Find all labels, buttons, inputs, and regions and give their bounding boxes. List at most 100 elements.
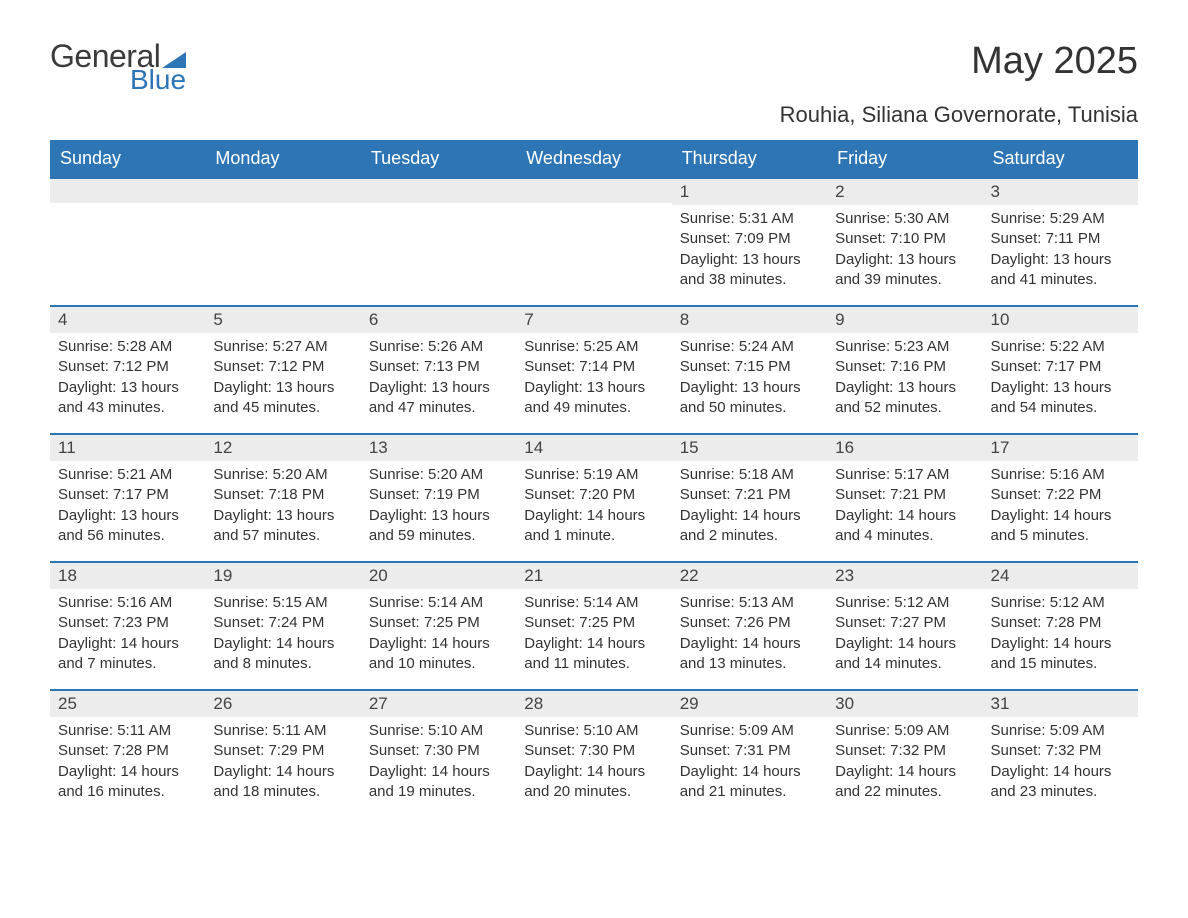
day-number: 14 <box>516 433 671 461</box>
day-details: Sunrise: 5:16 AMSunset: 7:23 PMDaylight:… <box>50 589 205 682</box>
calendar-day: 21Sunrise: 5:14 AMSunset: 7:25 PMDayligh… <box>516 561 671 689</box>
sunset-line: Sunset: 7:32 PM <box>835 741 974 761</box>
day-number: 21 <box>516 561 671 589</box>
sunset-line: Sunset: 7:14 PM <box>524 357 663 377</box>
calendar-table: SundayMondayTuesdayWednesdayThursdayFrid… <box>50 140 1138 817</box>
sunrise-line: Sunrise: 5:15 AM <box>213 593 352 613</box>
calendar-day: 14Sunrise: 5:19 AMSunset: 7:20 PMDayligh… <box>516 433 671 561</box>
day-number: 4 <box>50 305 205 333</box>
daylight-line: Daylight: 14 hours and 8 minutes. <box>213 634 352 675</box>
day-details: Sunrise: 5:10 AMSunset: 7:30 PMDaylight:… <box>361 717 516 810</box>
daylight-line: Daylight: 14 hours and 14 minutes. <box>835 634 974 675</box>
day-number: 24 <box>983 561 1138 589</box>
daylight-line: Daylight: 14 hours and 10 minutes. <box>369 634 508 675</box>
sunrise-line: Sunrise: 5:29 AM <box>991 209 1130 229</box>
weekday-header: Saturday <box>983 140 1138 177</box>
logo-blue-text: Blue <box>130 66 186 94</box>
sunrise-line: Sunrise: 5:21 AM <box>58 465 197 485</box>
sunrise-line: Sunrise: 5:12 AM <box>991 593 1130 613</box>
day-number: 17 <box>983 433 1138 461</box>
sunset-line: Sunset: 7:32 PM <box>991 741 1130 761</box>
day-number: 29 <box>672 689 827 717</box>
day-details: Sunrise: 5:17 AMSunset: 7:21 PMDaylight:… <box>827 461 982 554</box>
day-details: Sunrise: 5:11 AMSunset: 7:28 PMDaylight:… <box>50 717 205 810</box>
calendar-day: 13Sunrise: 5:20 AMSunset: 7:19 PMDayligh… <box>361 433 516 561</box>
calendar-day: 5Sunrise: 5:27 AMSunset: 7:12 PMDaylight… <box>205 305 360 433</box>
day-details: Sunrise: 5:29 AMSunset: 7:11 PMDaylight:… <box>983 205 1138 298</box>
day-number: 8 <box>672 305 827 333</box>
day-number <box>50 177 205 203</box>
calendar-day: 15Sunrise: 5:18 AMSunset: 7:21 PMDayligh… <box>672 433 827 561</box>
calendar-day <box>516 177 671 305</box>
sunrise-line: Sunrise: 5:20 AM <box>369 465 508 485</box>
day-number: 18 <box>50 561 205 589</box>
sunrise-line: Sunrise: 5:16 AM <box>991 465 1130 485</box>
daylight-line: Daylight: 13 hours and 49 minutes. <box>524 378 663 419</box>
sunset-line: Sunset: 7:26 PM <box>680 613 819 633</box>
sunset-line: Sunset: 7:18 PM <box>213 485 352 505</box>
day-number <box>361 177 516 203</box>
sunrise-line: Sunrise: 5:16 AM <box>58 593 197 613</box>
day-details: Sunrise: 5:13 AMSunset: 7:26 PMDaylight:… <box>672 589 827 682</box>
day-number: 19 <box>205 561 360 589</box>
sunset-line: Sunset: 7:17 PM <box>991 357 1130 377</box>
sunset-line: Sunset: 7:09 PM <box>680 229 819 249</box>
daylight-line: Daylight: 14 hours and 19 minutes. <box>369 762 508 803</box>
sunrise-line: Sunrise: 5:22 AM <box>991 337 1130 357</box>
sunrise-line: Sunrise: 5:11 AM <box>58 721 197 741</box>
sunset-line: Sunset: 7:17 PM <box>58 485 197 505</box>
day-number: 31 <box>983 689 1138 717</box>
sunrise-line: Sunrise: 5:09 AM <box>835 721 974 741</box>
sunset-line: Sunset: 7:30 PM <box>524 741 663 761</box>
day-details: Sunrise: 5:18 AMSunset: 7:21 PMDaylight:… <box>672 461 827 554</box>
day-number: 5 <box>205 305 360 333</box>
daylight-line: Daylight: 14 hours and 7 minutes. <box>58 634 197 675</box>
calendar-day: 26Sunrise: 5:11 AMSunset: 7:29 PMDayligh… <box>205 689 360 817</box>
day-number: 12 <box>205 433 360 461</box>
day-number: 2 <box>827 177 982 205</box>
day-details: Sunrise: 5:09 AMSunset: 7:32 PMDaylight:… <box>827 717 982 810</box>
calendar-day: 12Sunrise: 5:20 AMSunset: 7:18 PMDayligh… <box>205 433 360 561</box>
daylight-line: Daylight: 14 hours and 2 minutes. <box>680 506 819 547</box>
sunset-line: Sunset: 7:21 PM <box>835 485 974 505</box>
sunset-line: Sunset: 7:19 PM <box>369 485 508 505</box>
calendar-day: 3Sunrise: 5:29 AMSunset: 7:11 PMDaylight… <box>983 177 1138 305</box>
sunrise-line: Sunrise: 5:14 AM <box>369 593 508 613</box>
day-details: Sunrise: 5:30 AMSunset: 7:10 PMDaylight:… <box>827 205 982 298</box>
calendar-day: 25Sunrise: 5:11 AMSunset: 7:28 PMDayligh… <box>50 689 205 817</box>
calendar-day: 30Sunrise: 5:09 AMSunset: 7:32 PMDayligh… <box>827 689 982 817</box>
day-details: Sunrise: 5:27 AMSunset: 7:12 PMDaylight:… <box>205 333 360 426</box>
sunrise-line: Sunrise: 5:10 AM <box>369 721 508 741</box>
daylight-line: Daylight: 13 hours and 41 minutes. <box>991 250 1130 291</box>
header: General Blue May 2025 <box>50 40 1138 94</box>
weekday-row: SundayMondayTuesdayWednesdayThursdayFrid… <box>50 140 1138 177</box>
calendar-day: 2Sunrise: 5:30 AMSunset: 7:10 PMDaylight… <box>827 177 982 305</box>
daylight-line: Daylight: 13 hours and 47 minutes. <box>369 378 508 419</box>
day-number: 3 <box>983 177 1138 205</box>
daylight-line: Daylight: 13 hours and 45 minutes. <box>213 378 352 419</box>
day-number: 26 <box>205 689 360 717</box>
calendar-week: 18Sunrise: 5:16 AMSunset: 7:23 PMDayligh… <box>50 561 1138 689</box>
sunrise-line: Sunrise: 5:24 AM <box>680 337 819 357</box>
day-number: 16 <box>827 433 982 461</box>
daylight-line: Daylight: 13 hours and 56 minutes. <box>58 506 197 547</box>
daylight-line: Daylight: 13 hours and 57 minutes. <box>213 506 352 547</box>
sunset-line: Sunset: 7:22 PM <box>991 485 1130 505</box>
calendar-day: 31Sunrise: 5:09 AMSunset: 7:32 PMDayligh… <box>983 689 1138 817</box>
daylight-line: Daylight: 14 hours and 16 minutes. <box>58 762 197 803</box>
sunset-line: Sunset: 7:31 PM <box>680 741 819 761</box>
sunrise-line: Sunrise: 5:31 AM <box>680 209 819 229</box>
sunset-line: Sunset: 7:28 PM <box>58 741 197 761</box>
sunrise-line: Sunrise: 5:10 AM <box>524 721 663 741</box>
calendar-week: 25Sunrise: 5:11 AMSunset: 7:28 PMDayligh… <box>50 689 1138 817</box>
day-number: 30 <box>827 689 982 717</box>
daylight-line: Daylight: 14 hours and 5 minutes. <box>991 506 1130 547</box>
daylight-line: Daylight: 14 hours and 15 minutes. <box>991 634 1130 675</box>
day-details: Sunrise: 5:16 AMSunset: 7:22 PMDaylight:… <box>983 461 1138 554</box>
day-number: 15 <box>672 433 827 461</box>
sunrise-line: Sunrise: 5:30 AM <box>835 209 974 229</box>
calendar-body: 1Sunrise: 5:31 AMSunset: 7:09 PMDaylight… <box>50 177 1138 817</box>
daylight-line: Daylight: 13 hours and 43 minutes. <box>58 378 197 419</box>
calendar-day <box>50 177 205 305</box>
sunrise-line: Sunrise: 5:23 AM <box>835 337 974 357</box>
